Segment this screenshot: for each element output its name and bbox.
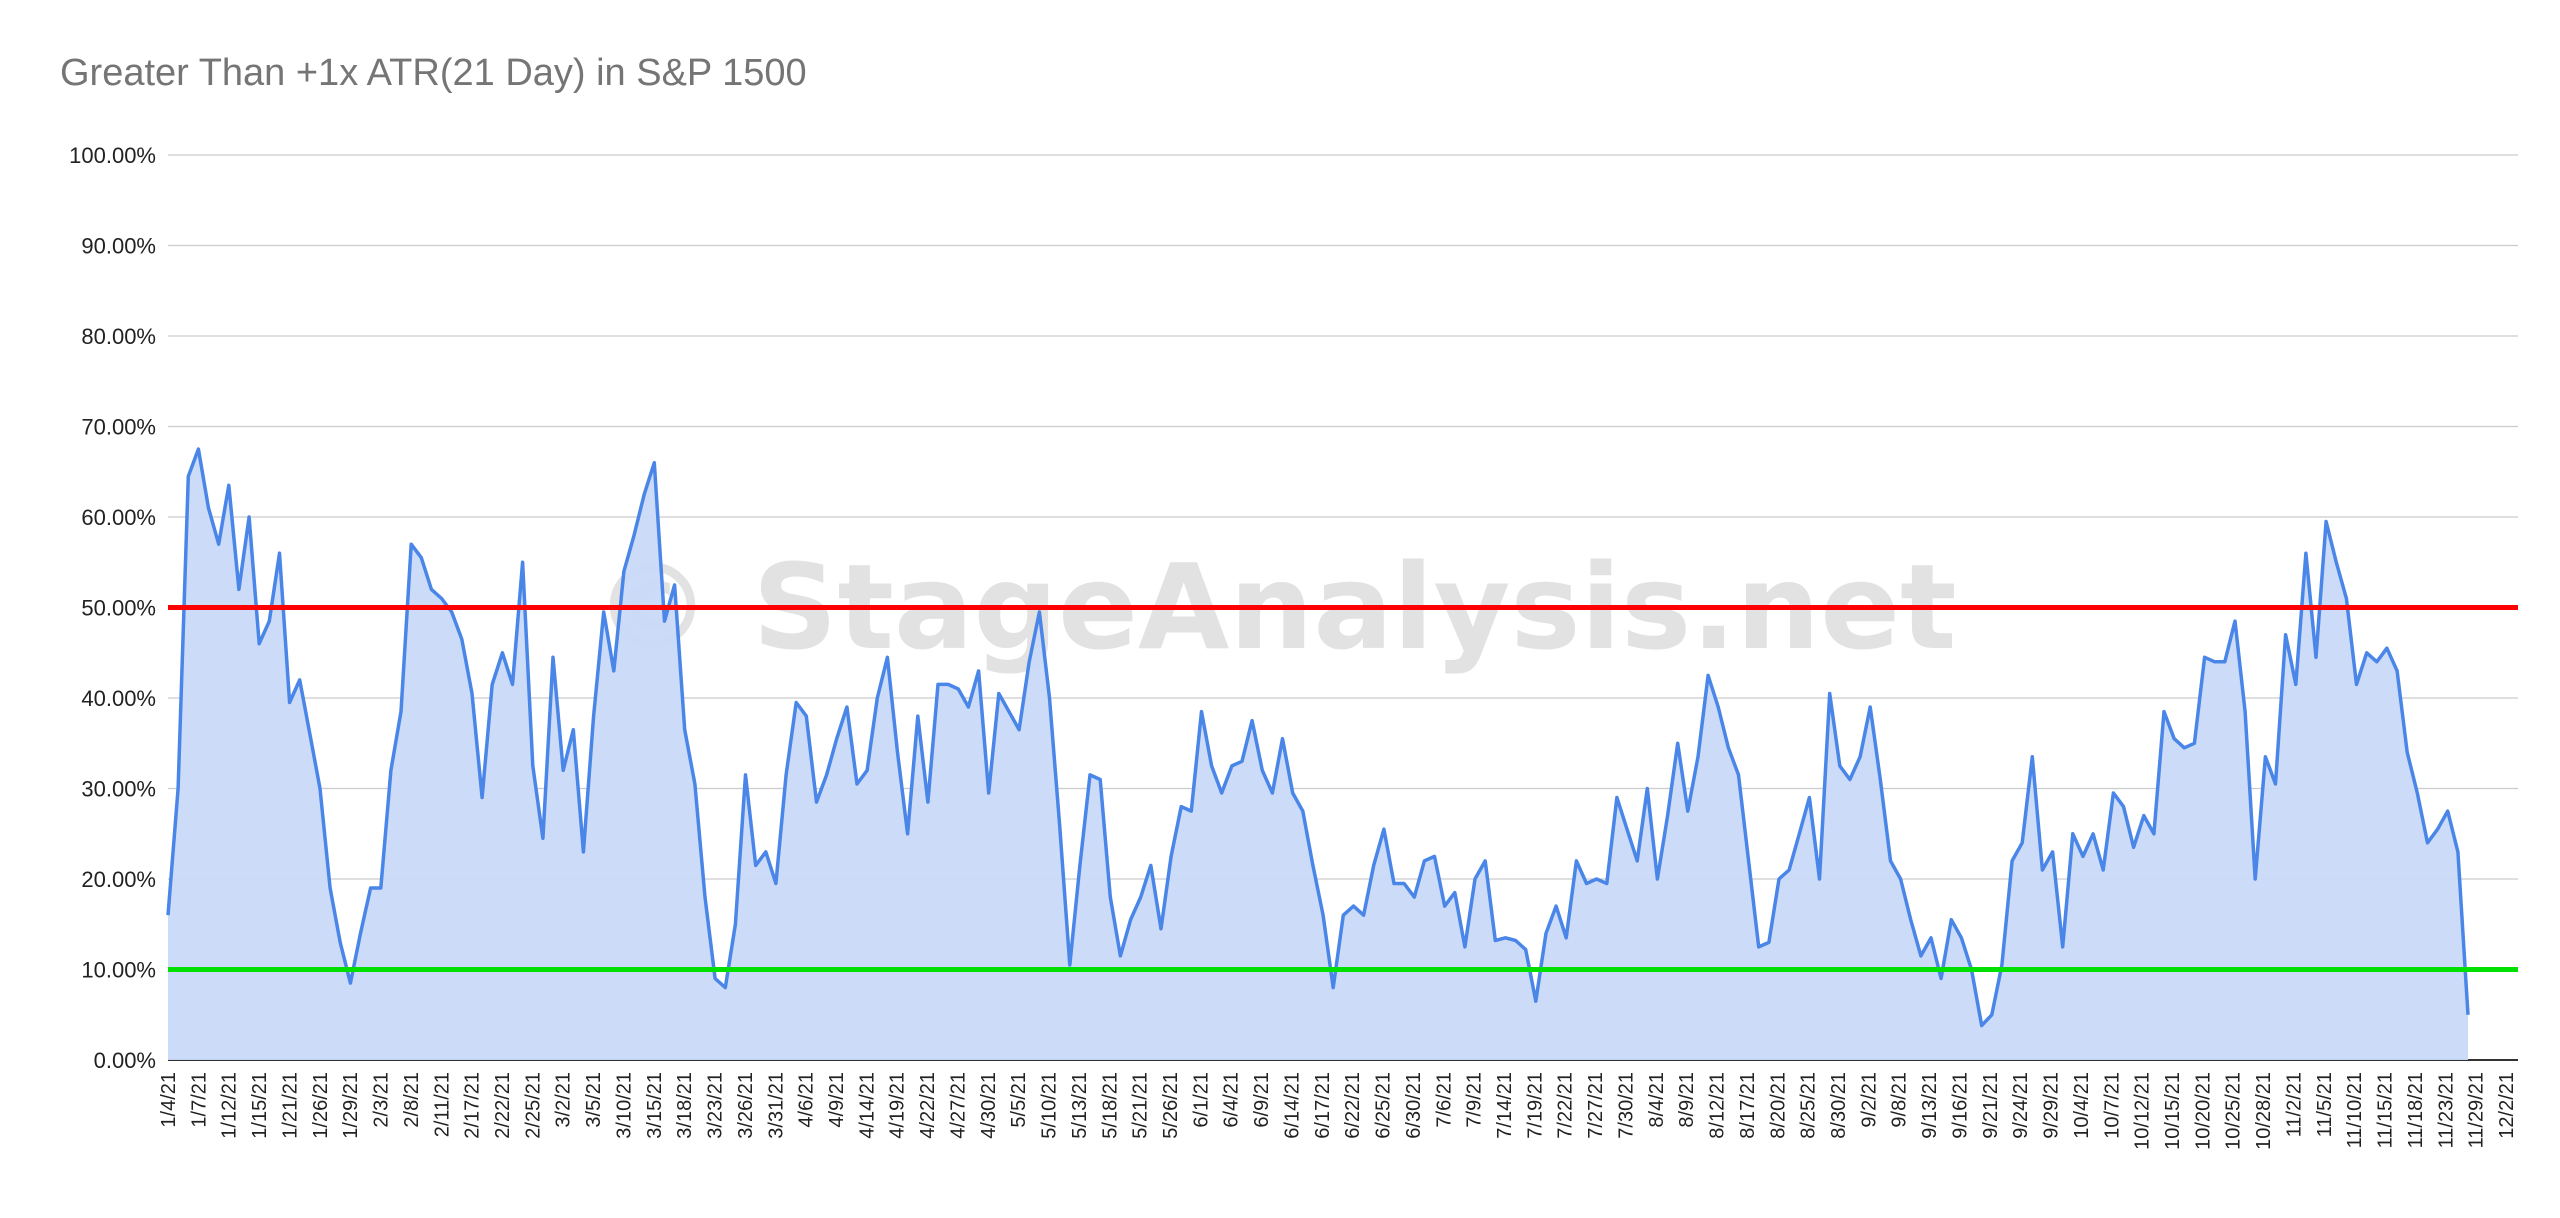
x-tick-label: 1/26/21 [310, 1072, 332, 1139]
x-tick-label: 5/5/21 [1008, 1072, 1030, 1128]
x-tick-label: 8/17/21 [1737, 1072, 1759, 1139]
series-area-fill [168, 449, 2468, 1061]
x-tick-label: 8/25/21 [1798, 1072, 1820, 1139]
y-tick-label: 100.00% [69, 143, 156, 168]
x-tick-label: 10/4/21 [2071, 1072, 2093, 1139]
x-tick-label: 7/22/21 [1555, 1072, 1577, 1139]
x-tick-label: 8/30/21 [1828, 1072, 1850, 1139]
x-tick-label: 6/14/21 [1282, 1072, 1304, 1139]
x-tick-label: 3/10/21 [614, 1072, 636, 1139]
x-tick-label: 11/23/21 [2435, 1072, 2457, 1148]
x-tick-label: 6/4/21 [1221, 1072, 1243, 1128]
x-tick-label: 11/10/21 [2344, 1072, 2366, 1148]
y-tick-label: 50.00% [81, 596, 156, 621]
x-tick-label: 5/21/21 [1130, 1072, 1152, 1139]
y-tick-label: 80.00% [81, 324, 156, 349]
x-tick-label: 11/2/21 [2284, 1072, 2306, 1137]
x-tick-label: 6/30/21 [1403, 1072, 1425, 1139]
x-tick-label: 9/21/21 [1980, 1072, 2002, 1139]
threshold-lines [168, 605, 2518, 972]
x-tick-label: 11/5/21 [2314, 1072, 2336, 1137]
y-tick-label: 0.00% [94, 1048, 156, 1073]
x-tick-label: 7/9/21 [1464, 1072, 1486, 1128]
x-tick-label: 6/1/21 [1190, 1072, 1212, 1128]
y-tick-label: 90.00% [81, 234, 156, 259]
x-tick-label: 8/20/21 [1767, 1072, 1789, 1139]
x-tick-label: 2/3/21 [371, 1072, 393, 1128]
x-tick-label: 2/11/21 [431, 1072, 453, 1137]
x-tick-label: 2/25/21 [522, 1072, 544, 1139]
x-tick-label: 3/5/21 [583, 1072, 605, 1128]
x-tick-label: 3/23/21 [705, 1072, 727, 1139]
x-tick-label: 6/9/21 [1251, 1072, 1273, 1128]
x-tick-label: 11/29/21 [2466, 1072, 2488, 1148]
x-tick-label: 1/29/21 [340, 1072, 362, 1139]
y-axis-ticks: 0.00% 10.00% 20.00% 30.00% 40.00% 50.00% 60.00… [69, 143, 156, 1073]
x-tick-label: 8/12/21 [1707, 1072, 1729, 1139]
x-tick-label: 4/6/21 [796, 1072, 818, 1128]
x-tick-label: 4/22/21 [917, 1072, 939, 1139]
x-tick-label: 10/12/21 [2132, 1072, 2154, 1150]
x-tick-label: 7/30/21 [1616, 1072, 1638, 1139]
x-tick-label: 1/12/21 [219, 1072, 241, 1139]
x-axis-ticks: 1/4/21 1/7/21 1/12/21 1/15/21 1/21/21 1/26/21… [158, 1072, 2518, 1150]
x-tick-label: 3/31/21 [765, 1072, 787, 1139]
x-tick-label: 5/13/21 [1069, 1072, 1091, 1139]
x-tick-label: 9/29/21 [2041, 1072, 2063, 1139]
x-tick-label: 9/13/21 [1919, 1072, 1941, 1139]
x-tick-label: 10/7/21 [2101, 1072, 2123, 1139]
y-tick-label: 70.00% [81, 415, 156, 440]
x-tick-label: 5/26/21 [1160, 1072, 1182, 1139]
x-tick-label: 2/8/21 [401, 1072, 423, 1128]
x-tick-label: 4/27/21 [948, 1072, 970, 1139]
x-tick-label: 9/2/21 [1858, 1072, 1880, 1128]
x-tick-label: 5/18/21 [1099, 1072, 1121, 1139]
y-tick-label: 30.00% [81, 777, 156, 802]
x-tick-label: 7/14/21 [1494, 1072, 1516, 1139]
x-tick-label: 10/20/21 [2192, 1072, 2214, 1150]
x-tick-label: 9/8/21 [1889, 1072, 1911, 1128]
series-line [166, 447, 2470, 1028]
x-tick-label: 10/25/21 [2223, 1072, 2245, 1150]
x-tick-label: 2/17/21 [462, 1072, 484, 1139]
x-tick-label: 1/7/21 [188, 1072, 210, 1128]
y-tick-label: 10.00% [81, 958, 156, 983]
x-tick-label: 1/15/21 [249, 1072, 271, 1139]
x-tick-label: 7/19/21 [1524, 1072, 1546, 1139]
x-tick-label: 9/24/21 [2010, 1072, 2032, 1139]
x-tick-label: 6/22/21 [1342, 1072, 1364, 1139]
y-tick-label: 20.00% [81, 867, 156, 892]
y-tick-label: 60.00% [81, 505, 156, 530]
x-tick-label: 4/19/21 [887, 1072, 909, 1139]
x-tick-label: 10/15/21 [2162, 1072, 2184, 1150]
x-tick-label: 3/2/21 [553, 1072, 575, 1128]
x-tick-label: 11/18/21 [2405, 1072, 2427, 1148]
x-tick-label: 12/2/21 [2496, 1072, 2518, 1139]
x-tick-label: 7/27/21 [1585, 1072, 1607, 1139]
x-tick-label: 4/9/21 [826, 1072, 848, 1128]
x-tick-label: 4/30/21 [978, 1072, 1000, 1139]
x-tick-label: 8/4/21 [1646, 1072, 1668, 1128]
x-tick-label: 1/21/21 [280, 1072, 302, 1139]
series-layer [166, 447, 2470, 1061]
x-tick-label: 5/10/21 [1039, 1072, 1061, 1139]
x-tick-label: 6/17/21 [1312, 1072, 1334, 1139]
x-tick-label: 3/18/21 [674, 1072, 696, 1139]
x-tick-label: 9/16/21 [1950, 1072, 1972, 1139]
x-tick-label: 2/22/21 [492, 1072, 514, 1139]
x-tick-label: 10/28/21 [2253, 1072, 2275, 1150]
x-tick-label: 11/15/21 [2375, 1072, 2397, 1148]
y-tick-label: 40.00% [81, 686, 156, 711]
x-tick-label: 8/9/21 [1676, 1072, 1698, 1128]
chart-title: Greater Than +1x ATR(21 Day) in S&P 1500 [60, 52, 807, 94]
x-tick-label: 1/4/21 [158, 1072, 180, 1128]
x-tick-label: 4/14/21 [856, 1072, 878, 1139]
x-tick-label: 3/15/21 [644, 1072, 666, 1139]
x-tick-label: 7/6/21 [1433, 1072, 1455, 1128]
x-tick-label: 6/25/21 [1373, 1072, 1395, 1139]
x-tick-label: 3/26/21 [735, 1072, 757, 1139]
